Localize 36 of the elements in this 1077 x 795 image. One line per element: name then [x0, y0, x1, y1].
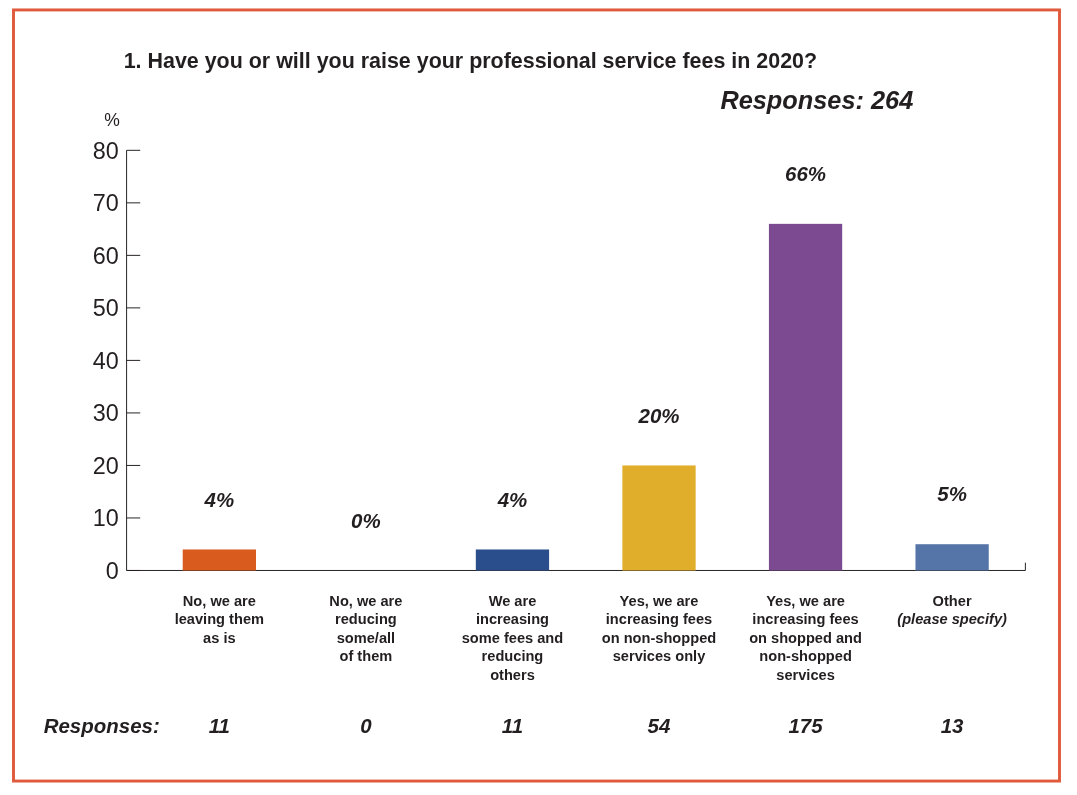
text: 11 — [208, 714, 230, 738]
y-tick-label: 30 — [92, 400, 119, 427]
text: 13 — [940, 714, 965, 738]
y-tick-label: 20 — [92, 452, 119, 479]
bar — [768, 223, 843, 571]
data-label: 5% — [937, 482, 967, 506]
x-tick-label: Yes, we are increasing fees on non-shopped services only — [601, 592, 717, 665]
y-tick-label: 50 — [92, 295, 119, 322]
chart-subtitle: Responses: 264 — [720, 86, 914, 115]
data-label: 0% — [351, 508, 381, 532]
y-tick-label: 80 — [92, 137, 119, 164]
bar — [622, 465, 696, 571]
y-tick-label: 0 — [105, 557, 119, 584]
data-label: 4% — [203, 487, 235, 511]
bar — [475, 549, 550, 571]
data-label: 4% — [496, 487, 528, 511]
text: 175 — [788, 714, 824, 738]
x-tick-label: Other (please specify) — [897, 592, 1008, 628]
bar — [182, 549, 256, 571]
x-tick-label: No, we are reducing some/all of them — [329, 592, 403, 665]
text: 11 — [501, 714, 524, 738]
chart-title: 1. Have you or will you raise your professional service fees in 2020? — [123, 49, 818, 74]
x-tick-label: We are increasing some fees and reducing others — [461, 592, 564, 683]
text: Responses: — [43, 714, 160, 738]
y-tick-label: 10 — [92, 505, 119, 532]
x-tick-label: No, we are leaving them as is — [174, 592, 265, 646]
text: 0 — [360, 714, 373, 738]
data-label: 20% — [637, 403, 680, 427]
text: 54 — [647, 714, 671, 738]
y-tick-label: 40 — [92, 347, 119, 374]
bar — [915, 544, 989, 571]
y-axis-title: % — [104, 109, 120, 130]
y-tick-label: 70 — [92, 190, 119, 217]
data-label: 66% — [785, 161, 827, 185]
y-tick-label: 60 — [92, 242, 119, 269]
x-tick-label: Yes, we are increasing fees on shopped and non-shopped services — [749, 592, 862, 683]
